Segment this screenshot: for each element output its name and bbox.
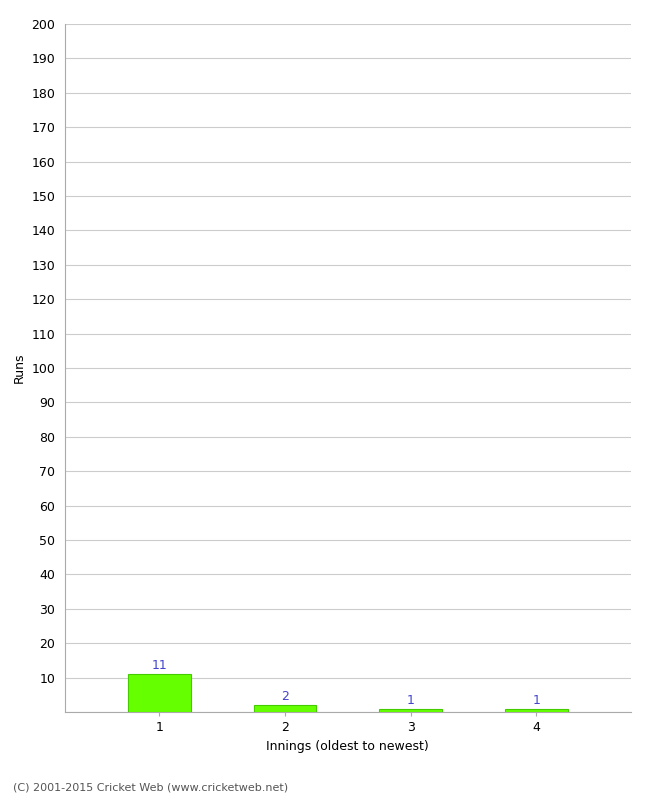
- Bar: [505, 709, 567, 712]
- Text: 11: 11: [151, 659, 167, 673]
- Y-axis label: Runs: Runs: [13, 353, 26, 383]
- Text: 2: 2: [281, 690, 289, 703]
- Text: 1: 1: [407, 694, 415, 707]
- Bar: [254, 705, 317, 712]
- Text: 1: 1: [532, 694, 540, 707]
- Bar: [128, 674, 190, 712]
- Text: (C) 2001-2015 Cricket Web (www.cricketweb.net): (C) 2001-2015 Cricket Web (www.cricketwe…: [13, 782, 288, 792]
- Bar: [379, 709, 442, 712]
- X-axis label: Innings (oldest to newest): Innings (oldest to newest): [266, 739, 429, 753]
